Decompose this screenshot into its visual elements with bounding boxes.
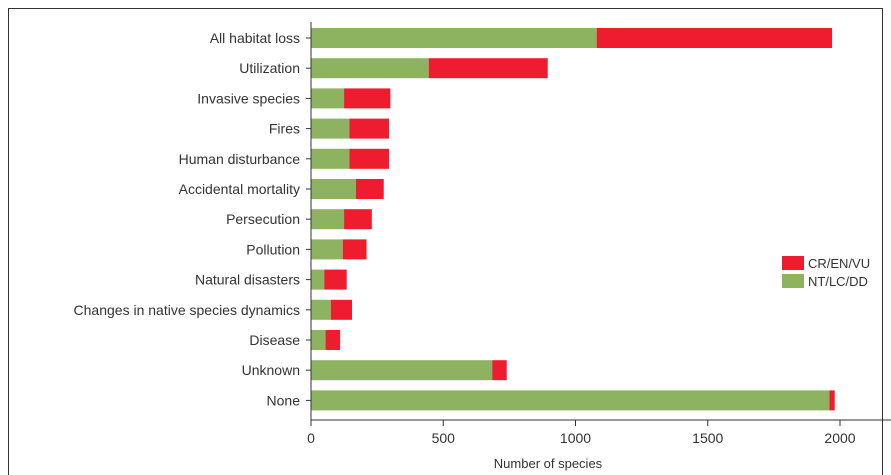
bar-nt-lc-dd: [311, 299, 331, 320]
bar-nt-lc-dd: [311, 58, 429, 79]
bar-cr-en-vu: [349, 118, 390, 139]
bar-nt-lc-dd: [311, 330, 326, 350]
bar-cr-en-vu: [349, 148, 390, 169]
bar-cr-en-vu: [330, 299, 352, 320]
bar-cr-en-vu: [324, 269, 347, 290]
x-tick-label: 2000: [824, 430, 855, 446]
bar-cr-en-vu: [344, 88, 391, 109]
bar-nt-lc-dd: [311, 360, 493, 381]
legend-swatch: [782, 274, 804, 288]
x-tick-label: 500: [432, 430, 456, 446]
bar-nt-lc-dd: [311, 28, 597, 48]
bar-cr-en-vu: [596, 28, 833, 48]
category-label: Unknown: [242, 362, 300, 378]
bar-nt-lc-dd: [311, 88, 345, 109]
bar-cr-en-vu: [428, 58, 548, 79]
category-label: Disease: [249, 332, 300, 348]
bar-cr-en-vu: [344, 209, 372, 230]
bar-cr-en-vu: [325, 330, 341, 350]
x-tick-label: 1500: [692, 430, 723, 446]
x-tick-label: 1000: [560, 430, 591, 446]
category-label: Natural disasters: [195, 272, 300, 288]
category-label: All habitat loss: [210, 30, 300, 46]
bar-nt-lc-dd: [311, 118, 350, 139]
legend-label: NT/LC/DD: [808, 274, 868, 289]
category-label: Human disturbance: [179, 151, 301, 167]
category-label: None: [267, 392, 301, 408]
bar-cr-en-vu: [342, 239, 367, 260]
bar-cr-en-vu: [492, 360, 507, 381]
legend-swatch: [782, 256, 804, 270]
legend-label: CR/EN/VU: [808, 256, 870, 271]
category-label: Accidental mortality: [179, 181, 300, 197]
x-tick-label: 0: [307, 430, 315, 446]
category-label: Fires: [269, 121, 300, 137]
category-label: Invasive species: [197, 90, 300, 106]
category-label: Changes in native species dynamics: [74, 302, 300, 318]
category-label: Utilization: [239, 60, 300, 76]
x-axis-label: Number of species: [494, 456, 603, 471]
bar-cr-en-vu: [355, 179, 384, 199]
bar-nt-lc-dd: [311, 269, 325, 290]
bar-nt-lc-dd: [311, 179, 356, 199]
bar-nt-lc-dd: [311, 148, 350, 169]
category-label: Pollution: [246, 241, 300, 257]
bar-nt-lc-dd: [311, 239, 343, 260]
bar-cr-en-vu: [829, 390, 835, 411]
bar-nt-lc-dd: [311, 390, 830, 411]
bar-nt-lc-dd: [311, 209, 345, 230]
category-label: Persecution: [226, 211, 300, 227]
